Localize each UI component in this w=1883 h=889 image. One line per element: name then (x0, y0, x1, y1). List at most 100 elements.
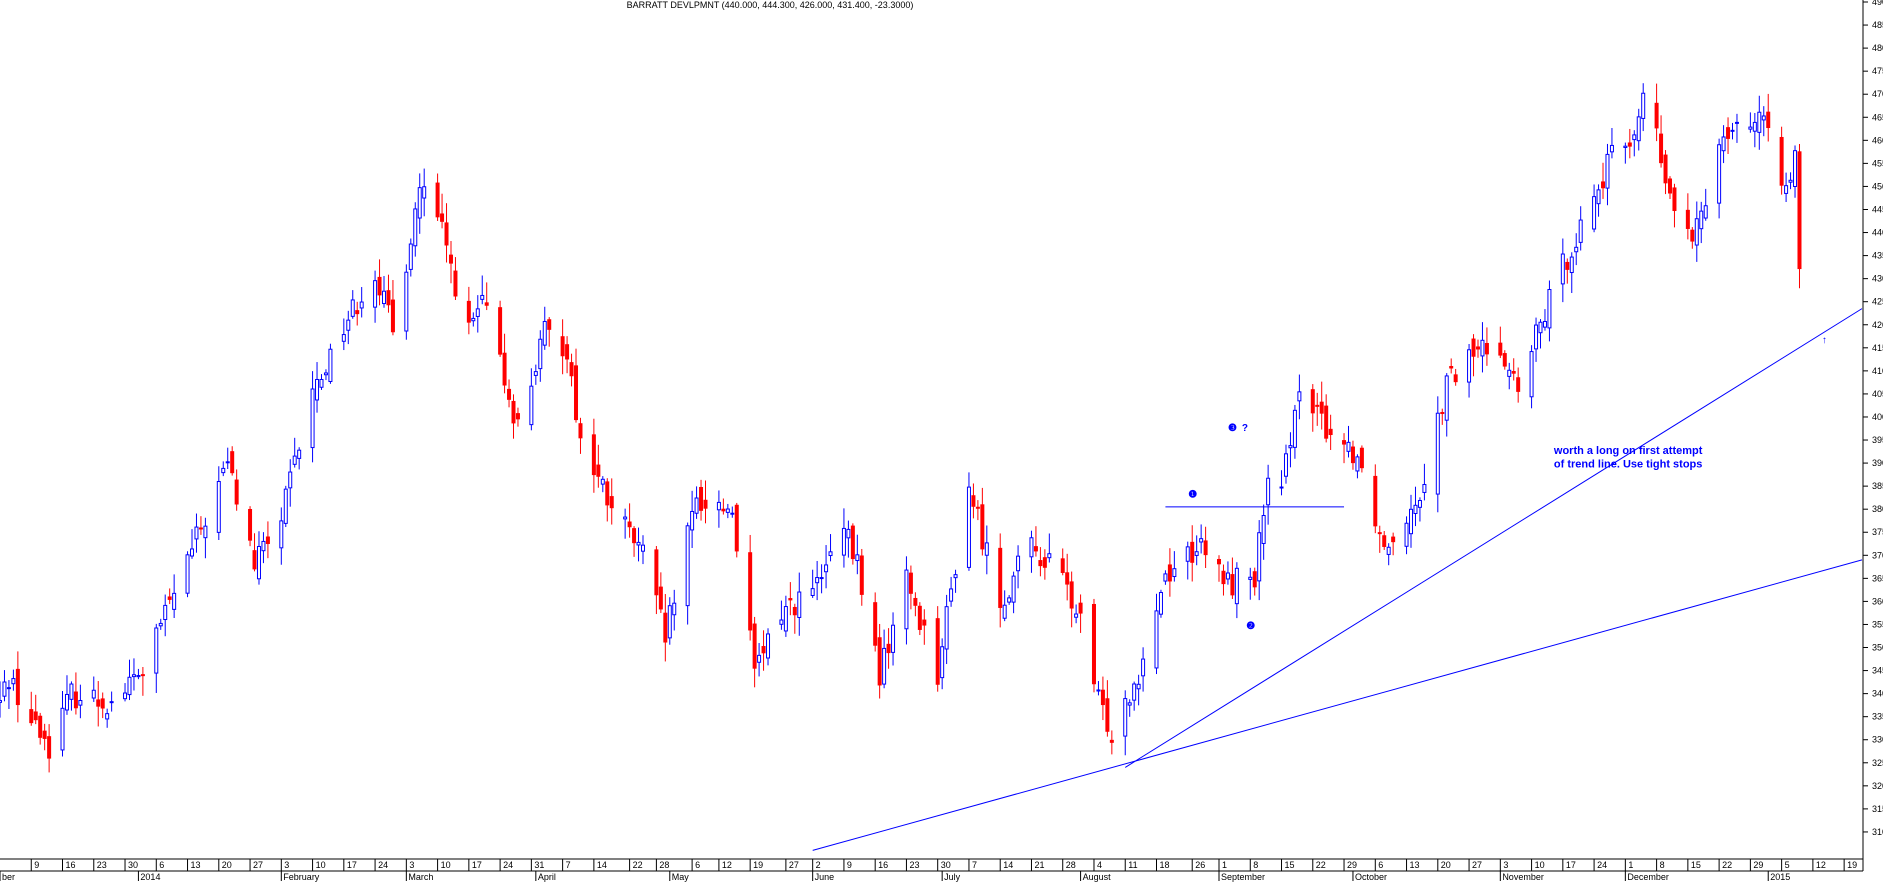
x-day-label: 30 (128, 860, 138, 870)
candle-body-up (1757, 111, 1762, 133)
candle-body-up (404, 271, 409, 332)
candle-body-down (917, 605, 922, 630)
candle-body-down (658, 586, 663, 610)
candle-body-up (1158, 591, 1163, 615)
y-tick-label: 385 (1872, 481, 1883, 491)
x-day-label: 31 (534, 860, 544, 870)
candle-body-up (1542, 321, 1547, 328)
candle-body-down (935, 618, 940, 685)
candle-body-down (1382, 535, 1387, 547)
x-day-label: 8 (1253, 860, 1258, 870)
candle-body-up (194, 526, 199, 540)
candle-body-up (225, 461, 230, 464)
candle-body-up (1136, 683, 1141, 690)
candle-body-down (1319, 401, 1324, 414)
candle-body-up (1717, 144, 1722, 204)
candle-body-up (1132, 683, 1137, 701)
candle-body-down (877, 637, 882, 686)
candle-body-up (123, 692, 128, 700)
candle-body-up (1346, 441, 1351, 452)
y-tick-label: 345 (1872, 666, 1883, 676)
candle-body-up (1007, 597, 1012, 603)
candle-body-up (158, 622, 163, 627)
y-tick-label: 435 (1872, 251, 1883, 261)
candle-body-down (873, 602, 878, 646)
candle-body-up (471, 317, 476, 322)
candle-body-down (1342, 440, 1347, 445)
candle-body-down (1217, 558, 1222, 565)
candle-body-up (1288, 445, 1293, 449)
candle-body-up (1699, 210, 1704, 230)
y-tick-label: 480 (1872, 43, 1883, 53)
candle-body-up (623, 516, 628, 520)
candle-body-up (1730, 129, 1735, 132)
candle-body-down (265, 536, 270, 544)
candle-body-up (730, 512, 735, 515)
candle-body-up (600, 478, 605, 485)
candle-body-down (908, 572, 913, 594)
candle-body-down (699, 486, 704, 511)
candle-body-down (1310, 389, 1315, 414)
x-day-label: 7 (566, 860, 571, 870)
candle-body-up (694, 497, 699, 514)
candle-body-down (507, 388, 512, 400)
candle-body-up (1734, 121, 1739, 124)
candle-body-up (283, 488, 288, 524)
candle-body-down (1667, 178, 1672, 194)
candle-body-down (1471, 338, 1476, 357)
candle-body-up (1386, 546, 1391, 555)
candle-body-down (234, 479, 239, 505)
candle-body-up (422, 186, 427, 199)
candle-body-down (38, 715, 43, 738)
note-line-1: worth a long on first attempt (1553, 445, 1703, 457)
candle-body-down (975, 506, 980, 509)
candle-body-down (1779, 136, 1784, 186)
candle-body-down (1672, 187, 1677, 212)
candle-body-down (390, 299, 395, 333)
candle-body-down (1565, 261, 1570, 270)
candle-body-up (1560, 253, 1565, 285)
x-month-label: September (1221, 872, 1265, 882)
candle-body-down (1516, 377, 1521, 392)
candle-body-down (547, 319, 552, 330)
candle-body-down (1065, 572, 1070, 585)
x-day-label: 16 (66, 860, 76, 870)
y-tick-label: 360 (1872, 596, 1883, 606)
y-tick-label: 370 (1872, 550, 1883, 560)
candle-body-up (1172, 568, 1177, 578)
candle-body-down (609, 496, 614, 509)
y-tick-label: 390 (1872, 458, 1883, 468)
candle-body-up (810, 588, 815, 596)
candle-body-down (1230, 574, 1235, 596)
candle-body-down (1685, 209, 1690, 229)
x-day-label: 21 (1034, 860, 1044, 870)
trend-lines (812, 308, 1863, 851)
x-day-label: 9 (847, 860, 852, 870)
candle-body-up (1623, 145, 1628, 148)
candle-body-down (627, 521, 632, 528)
x-day-label: 13 (191, 860, 201, 870)
candle-body-down (355, 310, 360, 315)
y-tick-label: 450 (1872, 181, 1883, 191)
candle-body-down (734, 504, 739, 552)
candle-body-up (949, 588, 954, 602)
candle-body-up (6, 687, 11, 690)
candle-body-down (1498, 342, 1503, 356)
candle-body-down (1377, 532, 1382, 535)
candle-body-up (779, 619, 784, 625)
candle-body-down (1190, 541, 1195, 563)
x-day-label: 15 (1691, 860, 1701, 870)
candle-body-up (1297, 391, 1302, 402)
x-month-label: 2014 (140, 872, 160, 882)
candle-body-down (1069, 581, 1074, 609)
candle-body-up (1641, 92, 1646, 119)
candle-body-up (1435, 412, 1440, 495)
candle-body-up (1547, 289, 1552, 329)
x-day-label: 3 (284, 860, 289, 870)
candle-body-up (1016, 555, 1021, 572)
candle-body-down (377, 276, 382, 296)
candle-body-up (60, 707, 65, 751)
candle-body-up (323, 372, 328, 376)
marker-3: ❸ (1228, 423, 1237, 434)
candle-body-up (940, 646, 945, 679)
